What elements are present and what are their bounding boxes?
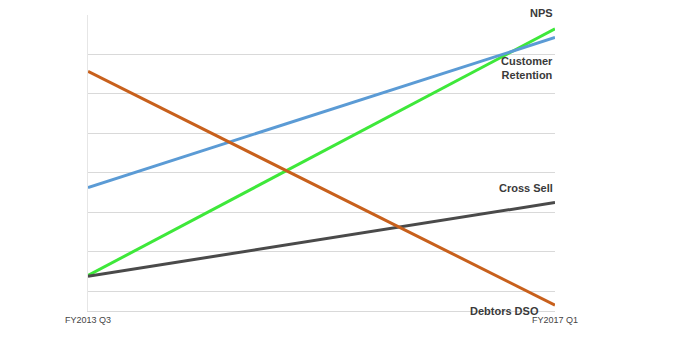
svg-text:FY2017 Q1: FY2017 Q1 xyxy=(532,315,578,325)
svg-text:NPS: NPS xyxy=(530,7,553,19)
svg-text:Debtors DSO: Debtors DSO xyxy=(470,305,539,317)
svg-text:CustomerRetention: CustomerRetention xyxy=(501,55,553,81)
svg-text:FY2013 Q3: FY2013 Q3 xyxy=(65,315,111,325)
svg-text:Cross Sell: Cross Sell xyxy=(499,182,553,194)
